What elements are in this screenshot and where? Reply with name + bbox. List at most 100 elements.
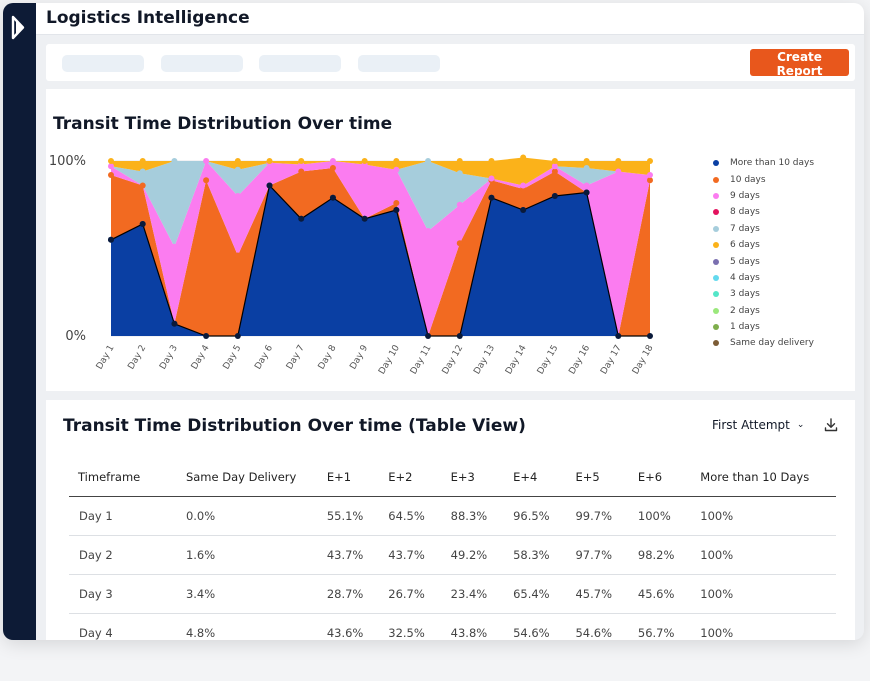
filter-placeholder-1[interactable] <box>62 55 144 72</box>
legend-item[interactable]: Same day delivery <box>713 335 814 351</box>
column-header[interactable]: Same Day Delivery <box>185 457 327 497</box>
legend-item[interactable]: 8 days <box>713 204 814 220</box>
legend-item[interactable]: 6 days <box>713 237 814 253</box>
table-cell: 98.2% <box>637 535 701 575</box>
filter-placeholder-4[interactable] <box>358 55 440 72</box>
x-tick-label: Day 18 <box>631 343 656 376</box>
table-cell: 58.3% <box>513 535 576 575</box>
table-cell: 64.5% <box>388 496 451 536</box>
legend-marker <box>713 176 719 183</box>
legend-item[interactable]: 3 days <box>713 286 814 302</box>
column-header[interactable]: E+2 <box>388 457 451 497</box>
data-point <box>171 158 178 164</box>
data-point <box>456 158 463 164</box>
data-point <box>551 168 558 175</box>
table-cell: 45.7% <box>575 574 638 614</box>
legend-item[interactable]: 7 days <box>713 221 814 237</box>
x-tick-label: Day 13 <box>472 344 497 377</box>
table-card: Transit Time Distribution Over time (Tab… <box>46 400 855 640</box>
legend-marker <box>713 291 719 298</box>
column-header[interactable]: More than 10 Days <box>700 457 836 497</box>
data-point <box>647 172 653 178</box>
x-tick-label: Day 14 <box>504 343 529 376</box>
column-header[interactable]: E+6 <box>637 457 701 497</box>
legend-label: More than 10 days <box>730 158 815 169</box>
table-cell: 43.7% <box>388 535 451 575</box>
filter-placeholder-2[interactable] <box>161 55 243 72</box>
column-header[interactable]: E+5 <box>575 457 638 497</box>
data-point <box>615 158 622 164</box>
column-header[interactable]: Timeframe <box>69 457 186 497</box>
attempt-dropdown[interactable]: First Attempt ⌄ <box>712 418 804 432</box>
legend-label: 10 days <box>730 174 766 185</box>
logo-icon[interactable] <box>11 15 28 44</box>
data-point <box>520 207 527 213</box>
data-point <box>234 252 241 259</box>
legend-item[interactable]: 9 days <box>713 188 814 204</box>
series-area <box>111 157 650 161</box>
table-cell: 100% <box>700 613 836 640</box>
data-point <box>139 221 146 227</box>
data-point <box>139 168 146 175</box>
column-header[interactable]: E+3 <box>450 457 514 497</box>
table-cell: 54.6% <box>575 613 638 640</box>
series-area <box>111 161 650 336</box>
table-cell: 100% <box>700 535 836 575</box>
legend-item[interactable]: 1 days <box>713 319 814 335</box>
legend-label: 1 days <box>730 322 760 333</box>
column-header[interactable]: E+1 <box>326 457 389 497</box>
data-point <box>488 194 495 201</box>
transit-table: Timeframe Same Day Delivery E+1 E+2 E+3 E+4 E+… <box>69 457 836 640</box>
data-point <box>615 168 622 175</box>
legend-item[interactable]: More than 10 days <box>713 155 814 171</box>
legend-marker <box>713 242 719 249</box>
legend-marker <box>713 160 719 167</box>
data-point <box>298 158 305 164</box>
download-icon[interactable] <box>824 417 838 432</box>
legend-item[interactable]: 4 days <box>713 270 814 286</box>
data-point <box>456 170 463 177</box>
legend-item[interactable]: 2 days <box>713 303 814 319</box>
table-cell: 49.2% <box>450 535 514 575</box>
table-cell: Day 4 <box>69 613 186 640</box>
table-cell: 100% <box>637 496 701 536</box>
data-point <box>520 182 527 189</box>
data-point <box>203 333 210 339</box>
data-point <box>551 163 558 170</box>
data-point <box>583 182 590 189</box>
legend-item[interactable]: 10 days <box>713 171 814 187</box>
data-point <box>108 236 114 243</box>
table-cell: 4.8% <box>185 613 327 640</box>
table-cell: 32.5% <box>388 613 451 640</box>
data-point <box>361 158 368 164</box>
table-row[interactable]: Day 2 1.6% 43.7% 43.7% 49.2% 58.3% 97.7% 98.2% 1… <box>69 535 836 575</box>
legend-item[interactable]: 5 days <box>713 253 814 269</box>
data-point <box>615 333 622 339</box>
table-cell: 100% <box>700 496 836 536</box>
data-point <box>361 215 368 222</box>
x-tick-label: Day 2 <box>126 344 148 372</box>
x-tick-label: Day 9 <box>348 343 370 371</box>
app-header: Logistics Intelligence <box>36 3 864 35</box>
legend-marker <box>713 209 719 216</box>
table-cell: Day 2 <box>69 535 186 575</box>
attempt-dropdown-label: First Attempt <box>712 418 790 432</box>
chart-legend: More than 10 days 10 days 9 days 8 days 7 da… <box>713 155 814 352</box>
data-point <box>234 166 241 173</box>
column-header[interactable]: E+4 <box>513 457 576 497</box>
legend-label: 9 days <box>730 190 760 201</box>
table-row[interactable]: Day 3 3.4% 28.7% 26.7% 23.4% 65.4% 45.7% 45.6% 1… <box>69 574 836 614</box>
data-point <box>393 166 400 173</box>
legend-marker <box>713 192 719 199</box>
create-report-button[interactable]: Create Report <box>750 49 849 78</box>
filter-placeholder-3[interactable] <box>259 55 341 72</box>
x-tick-label: Day 15 <box>536 343 561 376</box>
y-tick-label: 100% <box>49 154 86 169</box>
table-row[interactable]: Day 1 0.0% 55.1% 64.5% 88.3% 96.5% 99.7% 100% 10… <box>69 496 836 536</box>
legend-marker <box>713 274 719 281</box>
series-area <box>111 157 650 186</box>
data-point <box>456 240 463 247</box>
table-row[interactable]: Day 4 4.8% 43.6% 32.5% 43.8% 54.6% 54.6% 56.7% 1… <box>69 613 836 640</box>
table-cell: 28.7% <box>326 574 389 614</box>
x-tick-label: Day 6 <box>253 343 275 371</box>
